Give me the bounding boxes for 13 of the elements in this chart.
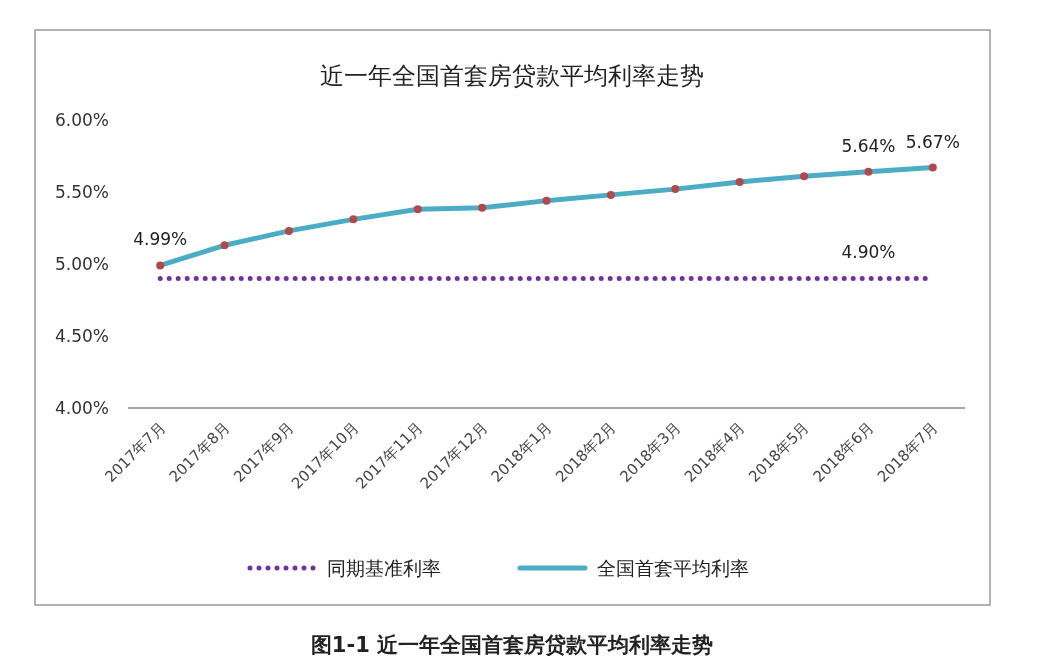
chart-title: 近一年全国首套房贷款平均利率走势 xyxy=(320,62,704,90)
y-tick-label: 6.00% xyxy=(54,110,110,130)
caption: 图1-1 近一年全国首套房贷款平均利率走势 xyxy=(310,633,714,657)
legend-label: 同期基准利率 xyxy=(327,557,441,579)
data-label: 5.64% xyxy=(841,135,896,156)
data-label: 4.90% xyxy=(841,242,896,263)
y-tick-label: 4.50% xyxy=(54,326,110,346)
y-tick-label: 5.50% xyxy=(54,182,110,202)
legend-label: 全国首套平均利率 xyxy=(597,557,749,579)
y-tick-label: 4.00% xyxy=(54,398,110,418)
data-label: 5.67% xyxy=(905,131,960,152)
y-tick-label: 5.00% xyxy=(54,254,110,274)
data-label: 4.99% xyxy=(133,229,188,250)
